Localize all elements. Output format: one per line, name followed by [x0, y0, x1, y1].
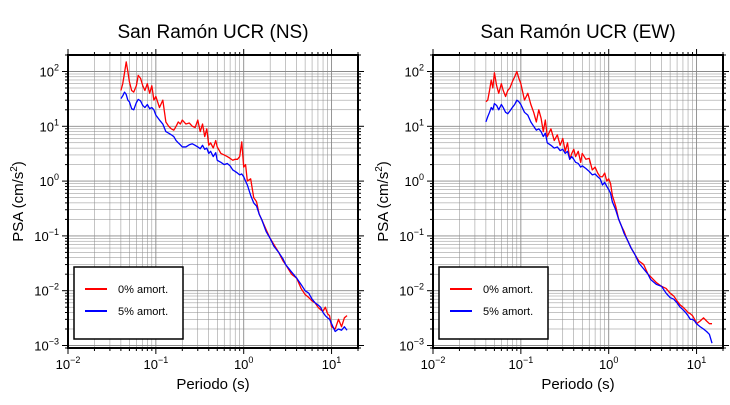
series-line-amort-0	[485, 70, 713, 325]
series-lines	[485, 70, 713, 344]
x-tick-label-exp: −2	[70, 355, 80, 365]
x-axis-label: Periodo (s)	[176, 376, 249, 393]
y-tick-label-exp: 0	[54, 172, 59, 182]
y-tick-label: 100	[405, 172, 424, 189]
axis-ticks	[427, 49, 729, 354]
y-tick-label-exp: 2	[54, 62, 59, 72]
x-tick-label: 101	[322, 355, 341, 372]
y-tick-label-base: 10	[34, 338, 48, 353]
x-tick-label-exp: 1	[701, 355, 706, 365]
x-tick-label-exp: 0	[613, 355, 618, 365]
legend-label: 5% amort.	[483, 306, 533, 318]
y-tick-label-exp: 1	[54, 117, 59, 127]
y-tick-label-exp: −3	[49, 336, 59, 346]
y-tick-label-base: 10	[405, 119, 419, 134]
x-tick-label-base: 10	[687, 357, 701, 372]
axes-frame	[432, 54, 724, 349]
y-axis-label-close: )	[10, 161, 27, 166]
y-tick-label-base: 10	[40, 64, 54, 79]
y-tick-label-exp: −2	[49, 282, 59, 292]
legend-box	[438, 266, 549, 340]
y-tick-label-exp: −2	[414, 282, 424, 292]
x-tick-label-base: 10	[421, 357, 435, 372]
x-tick-label-base: 10	[143, 357, 157, 372]
x-tick-label-exp: 1	[336, 355, 341, 365]
x-tick-label-base: 10	[56, 357, 70, 372]
chart-title: San Ramón UCR (EW)	[480, 22, 675, 43]
y-tick-label: 10−2	[399, 282, 424, 299]
legend-label: 5% amort.	[118, 306, 168, 318]
y-axis-label-close: )	[375, 161, 392, 166]
y-tick-label: 10−3	[399, 336, 424, 353]
chart-title: San Ramón UCR (NS)	[117, 22, 308, 43]
y-tick-label: 10−1	[399, 227, 424, 244]
y-tick-label-exp: 2	[419, 62, 424, 72]
axes-frame	[67, 54, 359, 349]
x-tick-label: 100	[599, 355, 618, 372]
y-tick-label-base: 10	[399, 284, 413, 299]
x-tick-label-exp: −2	[435, 355, 445, 365]
y-axis-label-sup: 2	[9, 166, 20, 172]
legend: 0% amort. 5% amort.	[438, 266, 549, 340]
y-axis-label: PSA (cm/s2)	[374, 161, 392, 242]
x-tick-label-base: 10	[508, 357, 522, 372]
y-axis-label-base: PSA (cm/s	[375, 172, 392, 242]
series-line-amort-0	[120, 61, 348, 330]
y-tick-label: 10−2	[34, 282, 59, 299]
x-tick-label: 10−2	[56, 355, 81, 372]
y-axis-label-sup: 2	[374, 166, 385, 172]
y-axis-label-base: PSA (cm/s	[10, 172, 27, 242]
y-tick-label-base: 10	[40, 174, 54, 189]
legend-label: 0% amort.	[483, 284, 533, 296]
y-axis-label: PSA (cm/s2)	[9, 161, 27, 242]
y-tick-label-base: 10	[34, 229, 48, 244]
chart-2: San Ramón UCR (EW)10−2 10−1 100 10110−310−2…	[374, 22, 729, 393]
legend-box	[73, 266, 184, 340]
x-tick-label: 10−2	[421, 355, 446, 372]
y-tick-label-base: 10	[34, 284, 48, 299]
y-tick-label: 10−3	[34, 336, 59, 353]
y-tick-label: 102	[40, 62, 59, 79]
x-tick-label: 101	[687, 355, 706, 372]
y-tick-label: 100	[40, 172, 59, 189]
x-tick-label-base: 10	[599, 357, 613, 372]
y-tick-label-exp: −3	[414, 336, 424, 346]
y-tick-label-base: 10	[40, 119, 54, 134]
y-tick-label-base: 10	[399, 229, 413, 244]
x-tick-label: 10−1	[143, 355, 168, 372]
x-tick-label-base: 10	[322, 357, 336, 372]
y-tick-label: 101	[40, 117, 59, 134]
x-tick-label-exp: −1	[523, 355, 533, 365]
y-tick-label-base: 10	[399, 338, 413, 353]
x-tick-label-base: 10	[234, 357, 248, 372]
y-tick-label-base: 10	[405, 64, 419, 79]
axis-ticks	[62, 49, 364, 354]
y-tick-label: 10−1	[34, 227, 59, 244]
x-tick-label-exp: −1	[158, 355, 168, 365]
chart-1: San Ramón UCR (NS)10−2 10−1 100 10110−310−2…	[9, 22, 364, 393]
y-tick-label-exp: 0	[419, 172, 424, 182]
y-tick-label-base: 10	[405, 174, 419, 189]
legend: 0% amort. 5% amort.	[73, 266, 184, 340]
x-tick-label: 100	[234, 355, 253, 372]
series-line-amort-5	[485, 99, 713, 344]
x-axis-label: Periodo (s)	[541, 376, 614, 393]
x-tick-label-exp: 0	[248, 355, 253, 365]
y-tick-label: 102	[405, 62, 424, 79]
y-tick-label-exp: −1	[414, 227, 424, 237]
x-tick-label: 10−1	[508, 355, 533, 372]
series-line-amort-5	[120, 91, 348, 333]
y-tick-label: 101	[405, 117, 424, 134]
y-tick-label-exp: −1	[49, 227, 59, 237]
y-tick-label-exp: 1	[419, 117, 424, 127]
legend-label: 0% amort.	[118, 284, 168, 296]
series-lines	[120, 61, 348, 333]
